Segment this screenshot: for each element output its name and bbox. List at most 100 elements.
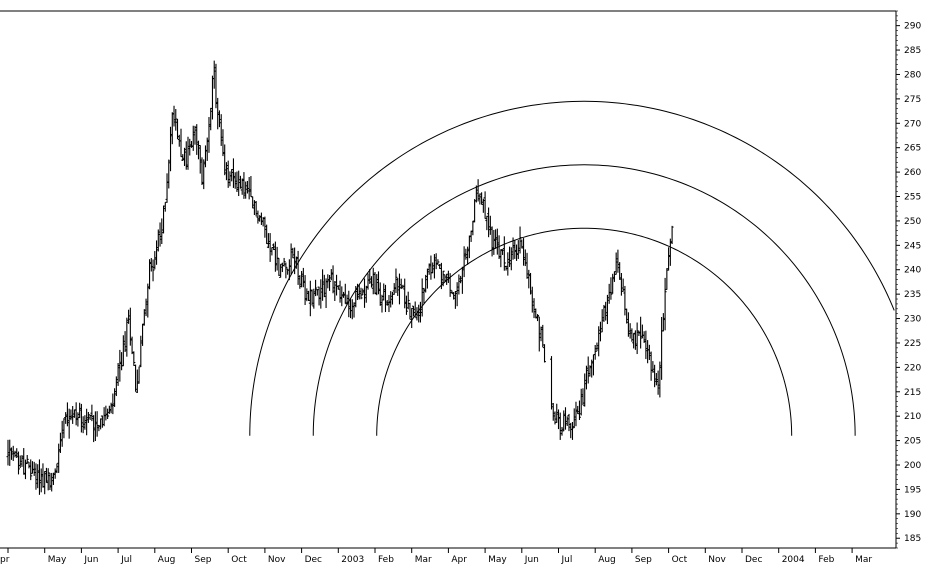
price-bar xyxy=(163,201,167,212)
price-bar xyxy=(153,251,157,270)
price-bar xyxy=(459,275,463,284)
x-tick-label: Aug xyxy=(158,555,176,564)
y-tick-label: 205 xyxy=(904,437,921,447)
price-bar xyxy=(64,412,68,424)
price-bar xyxy=(450,290,454,294)
price-bar xyxy=(212,60,216,89)
price-bar xyxy=(481,198,485,213)
price-bar xyxy=(172,105,176,127)
price-bar xyxy=(301,267,305,288)
price-bar xyxy=(558,412,562,440)
price-bar xyxy=(646,340,650,364)
price-bar xyxy=(665,268,669,290)
price-bar xyxy=(210,75,214,120)
price-bar xyxy=(660,316,664,380)
price-bar xyxy=(352,302,356,318)
price-bar xyxy=(572,408,576,429)
price-bar xyxy=(247,177,251,200)
price-bar xyxy=(658,361,662,398)
x-tick-label: Feb xyxy=(378,555,394,564)
price-bar xyxy=(431,262,435,274)
price-bar xyxy=(516,240,520,259)
price-bar xyxy=(300,270,304,288)
price-bar xyxy=(404,295,408,315)
price-bar xyxy=(628,323,632,339)
price-bar xyxy=(114,376,118,397)
price-bar xyxy=(364,285,368,303)
price-bar xyxy=(93,411,97,441)
price-bar xyxy=(406,291,410,310)
price-bar xyxy=(240,178,244,195)
price-bar xyxy=(235,171,239,192)
price-bar xyxy=(647,344,651,361)
price-bar xyxy=(314,279,318,297)
price-bar xyxy=(530,286,534,313)
price-bar xyxy=(125,317,129,357)
price-bar xyxy=(149,258,153,272)
price-bar xyxy=(417,304,421,323)
price-bar xyxy=(469,230,473,242)
price-bar xyxy=(88,414,92,420)
price-bar xyxy=(321,269,325,301)
price-bar xyxy=(169,126,173,172)
price-bar xyxy=(342,291,346,298)
price-bar xyxy=(67,408,71,439)
x-tick-label: 2004 xyxy=(782,555,805,564)
price-bar xyxy=(485,215,489,231)
price-bar xyxy=(203,145,207,168)
price-bar xyxy=(121,335,125,367)
price-bar xyxy=(268,233,272,262)
price-bar xyxy=(100,415,104,428)
price-bar xyxy=(532,298,536,319)
price-bar xyxy=(137,366,141,384)
price-bar xyxy=(195,124,199,155)
price-bar xyxy=(616,249,620,273)
price-bar xyxy=(382,283,386,301)
y-tick-label: 290 xyxy=(904,22,921,32)
y-tick-label: 195 xyxy=(904,485,921,495)
price-bar xyxy=(597,326,601,357)
price-bar xyxy=(29,459,33,481)
price-bar xyxy=(651,361,655,373)
price-bar xyxy=(228,171,232,187)
price-bar xyxy=(244,181,248,199)
price-bar xyxy=(483,191,487,220)
price-bar xyxy=(265,224,269,245)
price-bar xyxy=(670,225,674,245)
price-bar xyxy=(71,406,75,424)
price-bar xyxy=(492,229,496,255)
price-bar xyxy=(495,228,499,255)
price-bar xyxy=(390,291,394,305)
y-tick-label: 260 xyxy=(904,168,921,178)
price-bar xyxy=(579,388,583,416)
y-tick-label: 265 xyxy=(904,144,921,154)
price-bar xyxy=(522,238,526,266)
price-bar xyxy=(74,402,78,426)
price-bar xyxy=(536,314,540,322)
price-bar xyxy=(565,416,569,426)
price-bar xyxy=(174,109,178,131)
price-bar xyxy=(13,450,17,458)
price-bar xyxy=(263,216,267,238)
price-bar xyxy=(490,226,494,257)
price-bar xyxy=(296,250,300,285)
price-bar xyxy=(160,218,164,244)
price-bar xyxy=(619,273,623,296)
price-bar xyxy=(57,443,61,473)
price-bar xyxy=(577,400,581,420)
price-bar xyxy=(595,342,599,352)
price-bar xyxy=(23,459,27,480)
x-tick-label: May xyxy=(48,555,67,564)
price-bar xyxy=(590,359,594,378)
price-bar xyxy=(36,464,40,489)
price-bar xyxy=(541,324,545,348)
price-bar xyxy=(338,280,342,303)
price-bar xyxy=(567,413,571,432)
price-bar xyxy=(102,407,106,427)
price-bar xyxy=(591,354,595,376)
price-bar xyxy=(427,263,431,275)
price-bar xyxy=(446,270,450,283)
price-bar xyxy=(118,349,122,382)
price-bar xyxy=(151,259,155,282)
price-bar xyxy=(27,461,31,469)
